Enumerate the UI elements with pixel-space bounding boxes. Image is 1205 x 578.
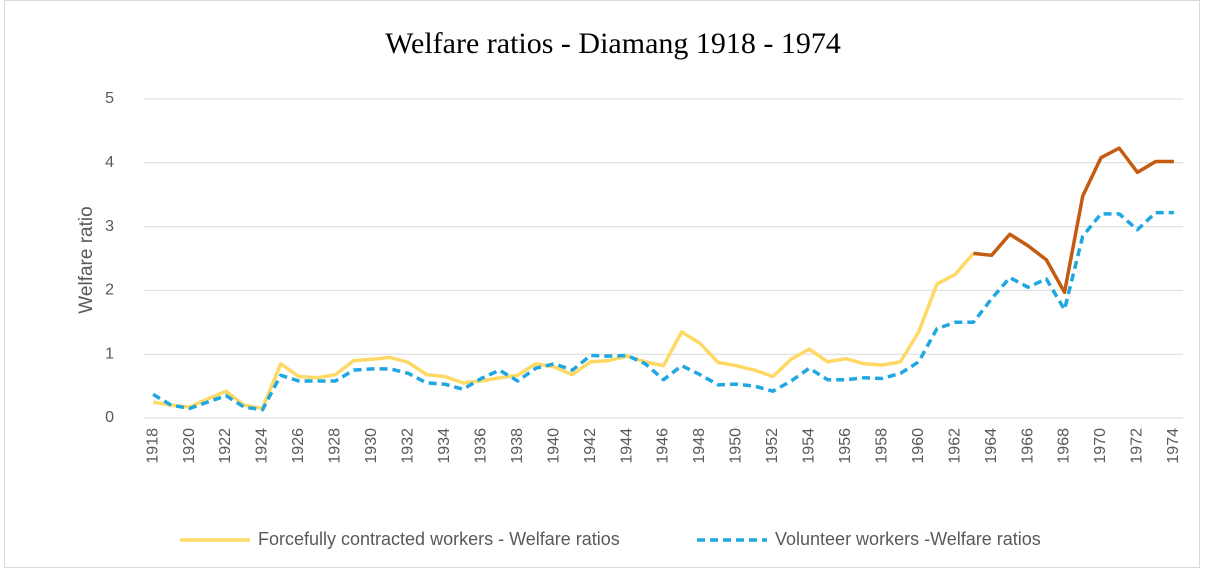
x-tick-label: 1946 <box>655 428 672 464</box>
x-tick-label: 1926 <box>290 428 307 464</box>
x-tick-label: 1950 <box>728 428 745 464</box>
x-tick-label: 1974 <box>1165 428 1182 464</box>
x-tick-label: 1966 <box>1019 428 1036 464</box>
x-tick-label: 1972 <box>1129 428 1146 464</box>
x-tick-label: 1956 <box>837 428 854 464</box>
x-tick-label: 1952 <box>764 428 781 464</box>
x-tick-label: 1928 <box>327 428 344 464</box>
y-tick-label: 0 <box>105 409 114 426</box>
x-tick-label: 1968 <box>1056 428 1073 464</box>
x-tick-label: 1918 <box>144 428 161 464</box>
chart-title: Welfare ratios - Diamang 1918 - 1974 <box>385 27 841 60</box>
x-tick-label: 1962 <box>946 428 963 464</box>
y-tick-label: 2 <box>105 282 114 299</box>
x-tick-label: 1960 <box>910 428 927 464</box>
y-tick-label: 1 <box>105 345 114 362</box>
series-line <box>152 210 1174 412</box>
x-tick-label: 1938 <box>509 428 526 464</box>
x-tick-label: 1970 <box>1092 428 1109 464</box>
x-tick-label: 1958 <box>873 428 890 464</box>
legend-label: Forcefully contracted workers - Welfare … <box>258 529 620 549</box>
series-line <box>152 252 975 411</box>
x-tick-label: 1940 <box>545 428 562 464</box>
y-tick-label: 3 <box>105 218 114 235</box>
x-tick-label: 1936 <box>472 428 489 464</box>
legend-label: Volunteer workers -Welfare ratios <box>775 529 1041 549</box>
y-tick-label: 4 <box>105 154 114 171</box>
y-tick-label: 5 <box>105 90 114 107</box>
x-tick-label: 1964 <box>983 428 1000 464</box>
x-tick-label: 1920 <box>181 428 198 464</box>
x-tick-label: 1948 <box>691 428 708 464</box>
x-tick-label: 1932 <box>400 428 417 464</box>
x-tick-label: 1922 <box>217 428 234 464</box>
x-tick-label: 1944 <box>618 428 635 464</box>
x-tick-label: 1942 <box>582 428 599 464</box>
x-tick-label: 1934 <box>436 428 453 464</box>
chart-frame <box>4 0 1200 568</box>
y-axis-label: Welfare ratio <box>76 206 97 313</box>
series-line <box>973 146 1174 295</box>
x-tick-label: 1954 <box>801 428 818 464</box>
x-tick-label: 1924 <box>254 428 271 464</box>
x-tick-label: 1930 <box>363 428 380 464</box>
